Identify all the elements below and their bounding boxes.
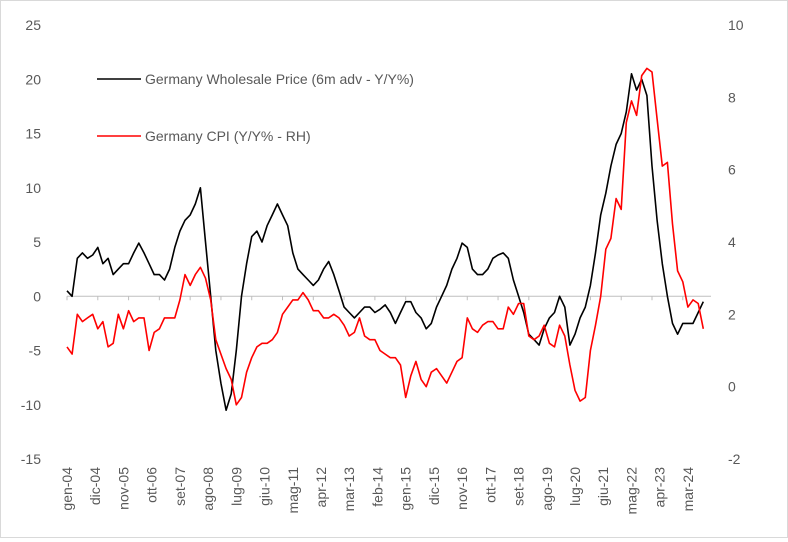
series-lines bbox=[66, 67, 705, 411]
x-axis-tick-label: ago-08 bbox=[200, 467, 216, 511]
x-axis-tick-label: lug-09 bbox=[228, 467, 244, 506]
left-axis-tick-label: 15 bbox=[25, 126, 41, 142]
right-axis-tick-label: 10 bbox=[728, 17, 744, 33]
left-axis-tick-label: 5 bbox=[33, 234, 41, 250]
right-axis-tick-labels: -2 0 2 4 6 8 10 bbox=[728, 17, 744, 467]
left-axis-tick-label: 10 bbox=[25, 180, 41, 196]
x-axis-tick-label: lug-20 bbox=[567, 467, 583, 506]
x-axis-tick-labels: gen-04 dic-04 nov-05 ott-06 set-07 ago-08 lug-… bbox=[59, 467, 696, 515]
x-axis-tick-label: mar-24 bbox=[680, 467, 696, 512]
x-axis-tick-label: nov-16 bbox=[454, 467, 470, 510]
left-axis-tick-label: -5 bbox=[29, 343, 42, 359]
right-axis-tick-label: -2 bbox=[728, 451, 741, 467]
x-axis-tick-label: gen-15 bbox=[398, 467, 414, 511]
x-axis-tick-label: nov-05 bbox=[115, 467, 131, 510]
x-axis-tick-label: mar-13 bbox=[341, 467, 357, 512]
x-axis-tick-label: ago-19 bbox=[539, 467, 555, 511]
right-axis-tick-label: 0 bbox=[728, 379, 736, 395]
right-axis-tick-label: 2 bbox=[728, 306, 736, 322]
left-axis-tick-label: -15 bbox=[21, 451, 41, 467]
right-axis-tick-label: 4 bbox=[728, 234, 736, 250]
series-line-cpi bbox=[66, 67, 705, 406]
legend-label-cpi: Germany CPI (Y/Y% - RH) bbox=[145, 128, 311, 144]
series-line-wholesale-price bbox=[66, 73, 705, 411]
x-axis-tick-label: mag-11 bbox=[285, 467, 301, 514]
x-axis-tick-label: set-07 bbox=[172, 467, 188, 506]
right-axis-tick-label: 8 bbox=[728, 89, 736, 105]
left-axis-tick-label: 25 bbox=[25, 17, 41, 33]
x-axis-tick-label: apr-12 bbox=[313, 467, 329, 508]
x-axis-tick-label: gen-04 bbox=[59, 467, 75, 511]
x-axis-tick-label: ott-06 bbox=[144, 467, 160, 503]
x-axis-tick-label: dic-15 bbox=[426, 467, 442, 505]
left-axis-tick-label: 0 bbox=[33, 288, 41, 304]
x-axis-tick-label: giu-10 bbox=[257, 467, 273, 506]
left-axis-tick-labels: -15 -10 -5 0 5 10 15 20 25 bbox=[21, 17, 41, 467]
x-axis-tick-label: ott-17 bbox=[482, 467, 498, 503]
x-axis-tick-label: feb-14 bbox=[369, 467, 385, 507]
x-axis-tick-label: mag-22 bbox=[623, 467, 639, 515]
left-axis-tick-label: 20 bbox=[25, 71, 41, 87]
x-axis-tick-label: dic-04 bbox=[87, 467, 103, 505]
x-axis-ticks bbox=[66, 296, 684, 301]
right-axis-tick-label: 6 bbox=[728, 162, 736, 178]
x-axis-tick-label: apr-23 bbox=[652, 467, 668, 508]
x-axis-tick-label: giu-21 bbox=[595, 467, 611, 506]
left-axis-tick-label: -10 bbox=[21, 397, 41, 413]
x-axis-tick-label: set-18 bbox=[511, 467, 527, 506]
legend-label-wholesale: Germany Wholesale Price (6m adv - Y/Y%) bbox=[145, 71, 414, 87]
legend: Germany Wholesale Price (6m adv - Y/Y%) … bbox=[97, 71, 414, 144]
